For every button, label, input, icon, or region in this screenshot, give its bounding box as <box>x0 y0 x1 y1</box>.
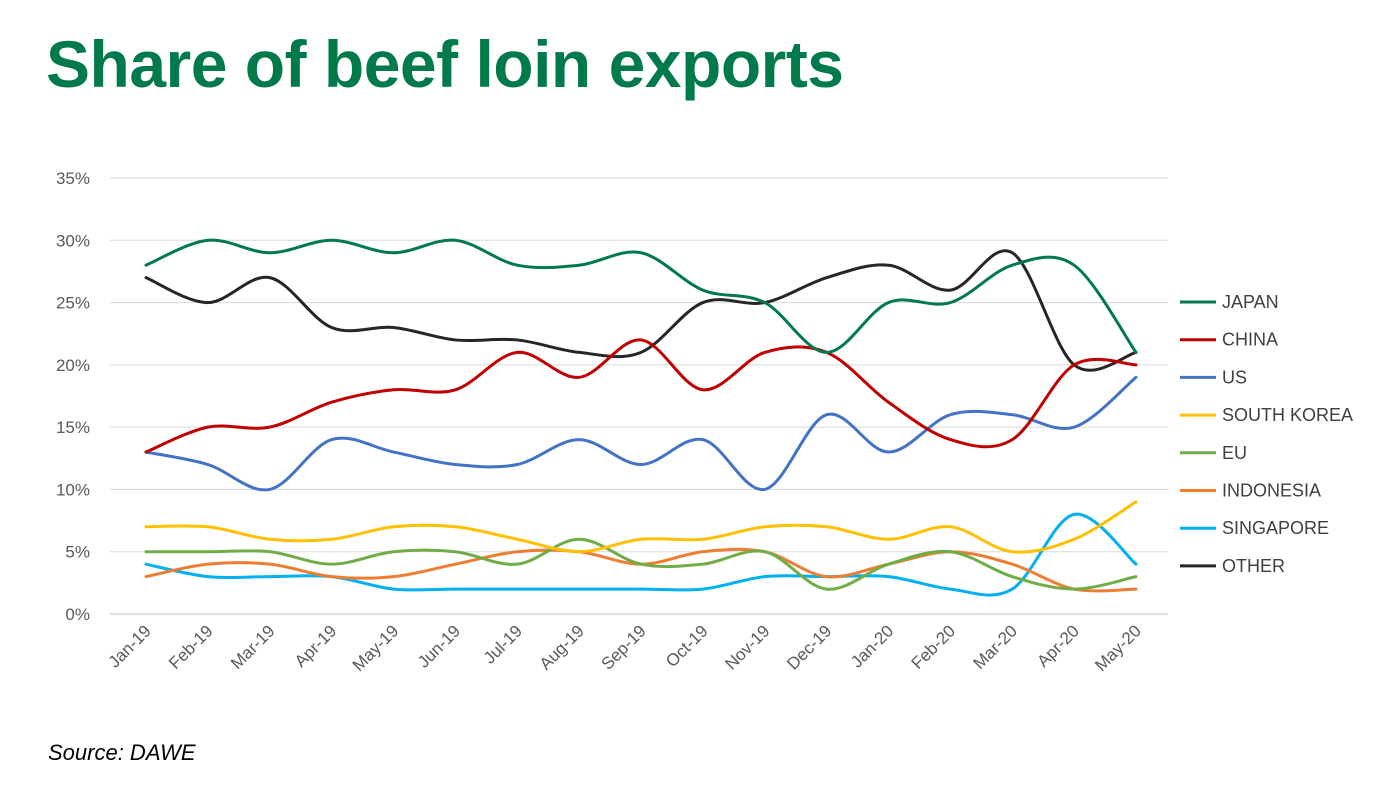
x-tick-label: Jun-19 <box>414 621 464 671</box>
x-tick-label: Jan-20 <box>847 621 897 671</box>
y-axis-ticks: 0% 5% 10% 15% 20% 25% 30% 35% <box>56 169 90 624</box>
y-tick-label: 25% <box>56 294 90 313</box>
legend-label-japan: JAPAN <box>1222 292 1279 312</box>
x-tick-label: Mar-20 <box>970 621 1022 673</box>
x-tick-label: May-20 <box>1091 621 1145 675</box>
y-tick-label: 30% <box>56 231 90 250</box>
x-tick-label: Sep-19 <box>598 621 650 673</box>
series-line-china <box>144 338 1138 454</box>
y-tick-label: 5% <box>65 543 90 562</box>
legend-label-singapore: SINGAPORE <box>1222 518 1329 538</box>
x-tick-label: Aug-19 <box>536 621 588 673</box>
y-tick-label: 10% <box>56 480 90 499</box>
series-line-us <box>144 375 1138 492</box>
series-line-eu <box>144 537 1138 591</box>
y-tick-label: 15% <box>56 418 90 437</box>
x-tick-label: Jan-19 <box>105 621 155 671</box>
legend-label-other: OTHER <box>1222 556 1285 576</box>
legend: JAPAN CHINA US SOUTH KOREA EU INDONESIA SINGAP… <box>1180 292 1353 576</box>
x-tick-label: Oct-19 <box>662 621 712 671</box>
x-tick-label: May-19 <box>349 621 403 675</box>
series-line-singapore <box>144 512 1138 597</box>
legend-label-us: US <box>1222 367 1247 387</box>
x-tick-label: Mar-19 <box>227 621 279 673</box>
x-tick-label: Apr-20 <box>1033 621 1083 671</box>
legend-label-south-korea: SOUTH KOREA <box>1222 405 1353 425</box>
legend-label-eu: EU <box>1222 443 1247 463</box>
source-note: Source: DAWE <box>48 740 196 765</box>
legend-label-indonesia: INDONESIA <box>1222 481 1321 501</box>
legend-label-china: CHINA <box>1222 330 1278 350</box>
y-tick-label: 20% <box>56 356 90 375</box>
series-line-japan <box>144 238 1138 354</box>
grid-lines <box>110 177 1168 615</box>
x-tick-label: Apr-19 <box>291 621 341 671</box>
page-title: Share of beef loin exports <box>46 27 844 101</box>
series-line-other <box>144 249 1138 372</box>
x-tick-label: Feb-19 <box>165 621 217 673</box>
x-tick-label: Feb-20 <box>908 621 960 673</box>
x-tick-label: Nov-19 <box>721 621 773 673</box>
x-tick-label: Dec-19 <box>783 621 835 673</box>
series-line-south-korea <box>144 500 1138 554</box>
x-axis-ticks: Jan-19 Feb-19 Mar-19 Apr-19 May-19 Jun-19 Jul-… <box>105 621 1145 675</box>
y-tick-label: 0% <box>65 605 90 624</box>
series-lines <box>144 238 1138 597</box>
x-tick-label: Jul-19 <box>480 621 526 667</box>
y-tick-label: 35% <box>56 169 90 188</box>
